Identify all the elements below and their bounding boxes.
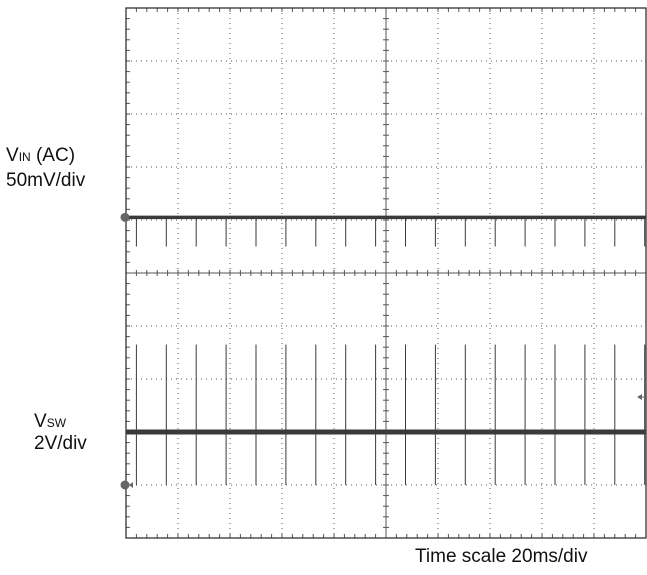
vin-scale-label: 50mV/div (6, 170, 86, 191)
time-scale-label: Time scale 20ms/div (415, 546, 588, 567)
vsw-label-main: V (34, 411, 47, 432)
scope-grid (125, 7, 647, 539)
vsw-channel-marker (120, 480, 130, 490)
channel-markers (120, 212, 645, 490)
vsw-ground-arrow (129, 482, 133, 488)
vin-channel-marker (120, 212, 130, 222)
vsw-channel-label: VSW (34, 411, 66, 434)
vin-label-sub: IN (18, 150, 31, 164)
scope-traces (126, 215, 646, 485)
vin-channel-label: VIN (AC) (6, 145, 75, 168)
trigger-level-marker (637, 394, 642, 400)
vin-label-main: V (6, 145, 19, 166)
vsw-scale-label: 2V/div (34, 433, 87, 454)
vsw-label-sub: SW (46, 416, 67, 430)
vin-label-suffix: (AC) (30, 145, 76, 166)
scope-frame (125, 7, 647, 539)
